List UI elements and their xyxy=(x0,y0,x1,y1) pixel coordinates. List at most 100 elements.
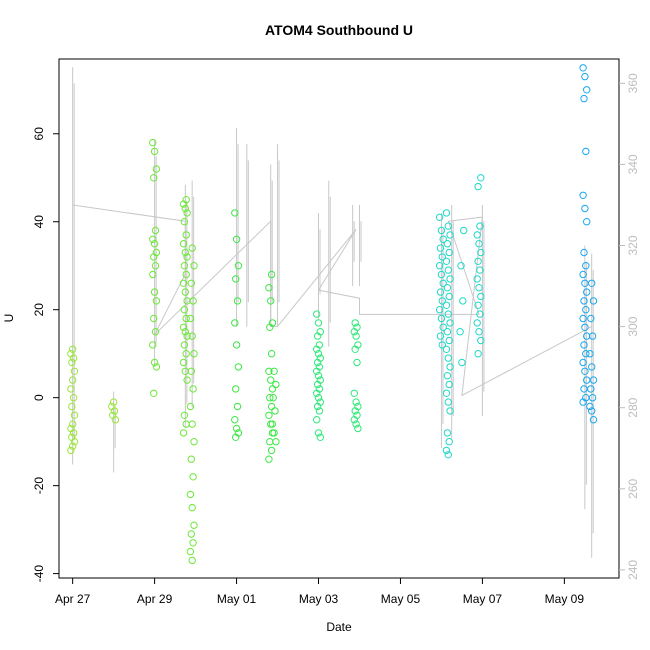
data-point xyxy=(474,350,482,358)
data-point xyxy=(150,288,159,296)
data-point xyxy=(474,301,482,309)
data-point xyxy=(446,231,454,239)
data-point xyxy=(579,64,587,72)
data-point xyxy=(151,262,160,270)
data-point xyxy=(180,218,189,226)
chart-title: ATOM4 Southbound U xyxy=(265,22,413,38)
data-point xyxy=(442,446,451,455)
data-point xyxy=(189,385,197,393)
data-point xyxy=(231,416,239,424)
y-right-tick-label: 340 xyxy=(626,154,640,174)
data-point xyxy=(272,380,280,389)
y-right-tick-label: 300 xyxy=(626,316,640,336)
data-point xyxy=(190,438,198,446)
data-point xyxy=(473,231,481,239)
data-point xyxy=(272,438,280,446)
connector-line xyxy=(72,204,592,397)
data-point xyxy=(186,314,195,323)
data-point xyxy=(179,240,188,248)
data-point xyxy=(582,147,590,156)
data-point xyxy=(475,284,483,292)
data-point xyxy=(182,270,190,279)
data-point xyxy=(589,376,598,384)
data-point xyxy=(150,240,159,248)
data-point xyxy=(446,319,454,327)
data-point xyxy=(581,204,589,213)
data-point xyxy=(460,226,468,235)
data-point xyxy=(266,323,274,331)
data-point xyxy=(459,297,467,305)
data-point xyxy=(352,398,360,406)
data-point xyxy=(182,314,190,323)
scatter-points xyxy=(67,64,598,565)
data-point xyxy=(187,530,196,538)
data-point xyxy=(443,328,452,336)
data-point xyxy=(354,424,362,433)
data-point xyxy=(586,402,594,411)
data-point xyxy=(351,319,359,327)
data-point xyxy=(152,165,161,173)
y-left-tick-label: 20 xyxy=(32,303,46,317)
data-point xyxy=(265,411,273,419)
y-left-tick-label: -20 xyxy=(32,477,46,495)
data-point xyxy=(443,284,452,292)
data-point xyxy=(265,455,273,463)
data-point xyxy=(353,358,361,367)
data-point xyxy=(588,332,597,340)
data-point xyxy=(350,416,358,424)
data-point xyxy=(179,200,188,208)
data-point xyxy=(190,521,198,529)
x-tick-label: May 07 xyxy=(463,592,503,606)
x-tick-label: Apr 27 xyxy=(55,592,91,606)
data-point xyxy=(442,345,451,353)
data-point xyxy=(150,253,158,261)
y-left-tick-label: -40 xyxy=(32,565,46,583)
y-axis-right: 240 260 280 300 320 340 360 xyxy=(619,73,640,580)
data-point xyxy=(267,376,275,384)
data-point xyxy=(182,231,190,239)
data-point xyxy=(313,310,321,318)
data-point xyxy=(583,288,591,296)
data-point xyxy=(268,385,277,393)
data-point xyxy=(314,319,323,327)
data-point xyxy=(438,341,446,349)
data-point xyxy=(183,376,191,384)
data-point xyxy=(313,367,321,375)
right-axis-connectors xyxy=(72,204,592,397)
data-point xyxy=(351,407,359,415)
data-point xyxy=(149,270,157,279)
data-point xyxy=(457,262,465,270)
data-point xyxy=(69,345,77,353)
y-left-tick-label: 40 xyxy=(32,215,46,229)
data-point xyxy=(109,398,118,406)
data-point xyxy=(190,262,198,270)
data-point xyxy=(188,244,196,252)
data-point xyxy=(580,297,588,305)
data-point xyxy=(477,174,485,182)
data-point xyxy=(579,358,587,367)
data-point xyxy=(444,451,452,459)
right-axis-spikes xyxy=(72,67,594,558)
data-point xyxy=(475,328,483,336)
y-axis-left: -40 -20 0 20 40 60 xyxy=(32,127,59,582)
data-point xyxy=(315,407,324,415)
data-point xyxy=(588,363,596,371)
data-point xyxy=(188,332,196,340)
data-point xyxy=(351,345,359,353)
data-point xyxy=(456,328,464,336)
data-point xyxy=(234,363,243,371)
x-tick-label: Apr 29 xyxy=(137,592,173,606)
data-point xyxy=(150,314,158,323)
data-point xyxy=(180,411,189,419)
data-point xyxy=(588,279,596,287)
data-point xyxy=(187,279,196,287)
data-point xyxy=(583,86,591,94)
data-point xyxy=(232,275,240,283)
y-left-tick-label: 60 xyxy=(32,127,46,141)
data-point xyxy=(442,301,451,309)
data-point xyxy=(70,367,79,375)
data-point xyxy=(266,394,274,402)
data-point xyxy=(267,270,276,279)
data-point xyxy=(444,354,452,362)
data-point xyxy=(266,438,274,446)
